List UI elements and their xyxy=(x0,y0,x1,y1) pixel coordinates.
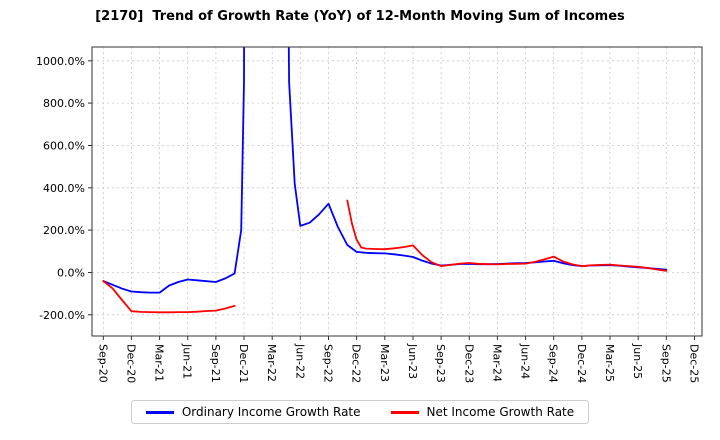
legend-label-net: Net Income Growth Rate xyxy=(426,405,575,419)
x-tick-label: Sep-23 xyxy=(434,344,447,383)
y-tick-label: 400.0% xyxy=(43,182,85,195)
x-tick-label: Jun-21 xyxy=(181,343,194,379)
x-tick-label: Mar-23 xyxy=(378,344,391,382)
plot-area: -200.0% 0.0% 200.0% 400.0% 600.0% 800.0% 1000.… xyxy=(36,46,703,383)
legend-item-net: Net Income Growth Rate xyxy=(390,405,575,419)
x-tick-label: Dec-23 xyxy=(462,344,475,383)
legend: Ordinary Income Growth Rate Net Income G… xyxy=(0,400,720,424)
x-tick-label: Dec-25 xyxy=(688,344,701,383)
x-tick-label: Dec-24 xyxy=(575,344,588,383)
chart-title: [2170] Trend of Growth Rate (YoY) of 12-… xyxy=(95,9,625,24)
y-tick-label: 600.0% xyxy=(43,140,85,153)
x-tick-label: Dec-21 xyxy=(237,344,250,383)
y-tick-label: -200.0% xyxy=(39,309,85,322)
legend-swatch-ordinary-line xyxy=(145,410,174,414)
series-path xyxy=(346,199,668,272)
x-tick-label: Dec-20 xyxy=(124,344,137,383)
x-tick-label: Jun-25 xyxy=(631,343,644,379)
x-tick-label: Sep-25 xyxy=(659,344,672,383)
legend-swatch-net-line xyxy=(390,410,419,414)
x-tick-label: Sep-22 xyxy=(322,344,335,383)
y-tick-label: 200.0% xyxy=(43,224,85,237)
x-tick-label: Mar-24 xyxy=(490,344,503,382)
y-tick-label: 800.0% xyxy=(43,97,85,110)
y-tick-label: 0.0% xyxy=(57,267,85,280)
x-tick-label: Dec-22 xyxy=(350,344,363,383)
y-tick-label: 1000.0% xyxy=(36,55,85,68)
x-tick-label: Mar-22 xyxy=(265,344,278,382)
x-tick-label: Jun-24 xyxy=(519,343,532,379)
x-tick-label: Sep-21 xyxy=(209,344,222,383)
series-line-1 xyxy=(102,199,668,314)
x-tick-label: Jun-22 xyxy=(293,343,306,379)
x-tick-label: Sep-20 xyxy=(96,344,109,383)
x-tick-label: Mar-25 xyxy=(603,344,616,382)
legend-item-ordinary: Ordinary Income Growth Rate xyxy=(145,405,361,419)
legend-label-ordinary: Ordinary Income Growth Rate xyxy=(181,405,361,419)
x-tick-label: Jun-23 xyxy=(406,343,419,379)
x-tick-label: Sep-24 xyxy=(547,344,560,383)
legend-box: Ordinary Income Growth Rate Net Income G… xyxy=(130,400,590,424)
plot-frame xyxy=(91,46,703,337)
x-tick-label: Mar-21 xyxy=(153,344,166,382)
series-path xyxy=(102,280,236,314)
